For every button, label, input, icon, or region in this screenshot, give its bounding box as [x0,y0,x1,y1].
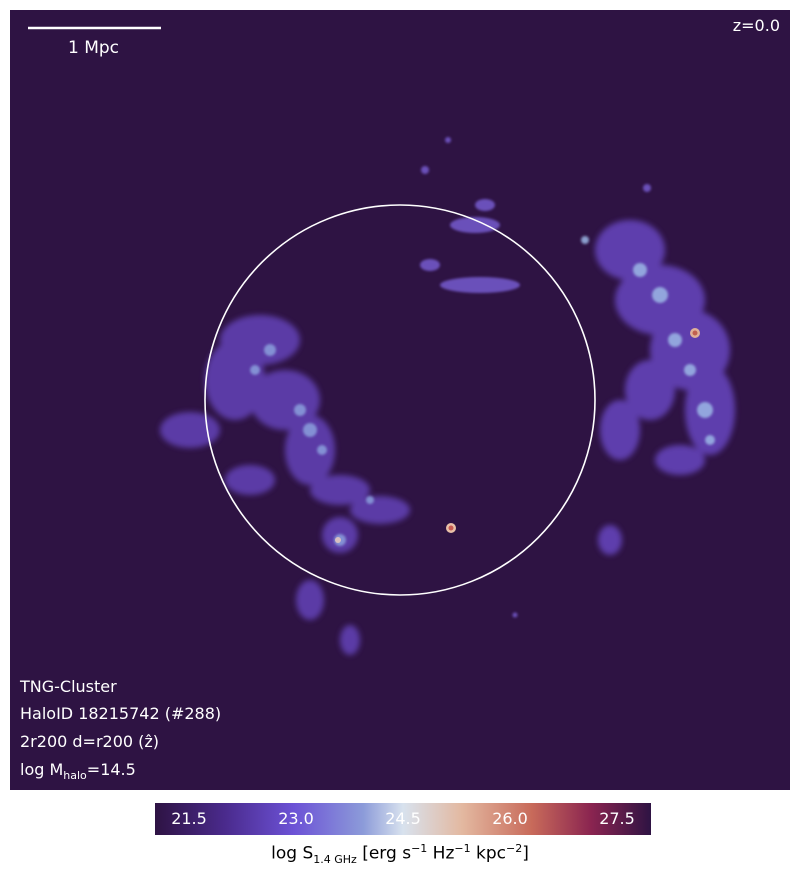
halo-id: HaloID 18215742 (#288) [20,704,222,723]
hot-spots [335,328,700,543]
colorbar-tick: 26.0 [492,809,528,828]
r200-circle [204,204,596,596]
colorbar-tick: 21.5 [171,809,207,828]
colorbar-label: log S1.4 GHz [erg s−1 Hz−1 kpc−2] [271,842,529,867]
redshift-label: z=0.0 [732,16,780,35]
colorbar-tick: 24.5 [385,809,421,828]
left-relic-bright [250,344,374,546]
emission-map-canvas [28,26,735,655]
radio-emission-map: 1 Mpc z=0.0 TNG-Cluster HaloID 18215742 … [10,10,790,790]
right-relic-emission [595,220,735,555]
colorbar-tick: 27.5 [599,809,635,828]
simulation-name: TNG-Cluster [20,677,117,696]
left-relic-emission [160,315,410,655]
colorbar-tick: 23.0 [278,809,314,828]
projection-info: 2r200 d=r200 (ẑ) [20,732,160,751]
upper-filaments [420,137,651,618]
colorbar: 21.5 23.0 24.5 26.0 27.5 [155,803,651,835]
halo-mass: log Mhalo=14.5 [20,760,136,783]
scale-bar-label: 1 Mpc [68,38,120,58]
right-relic-bright [581,236,715,445]
